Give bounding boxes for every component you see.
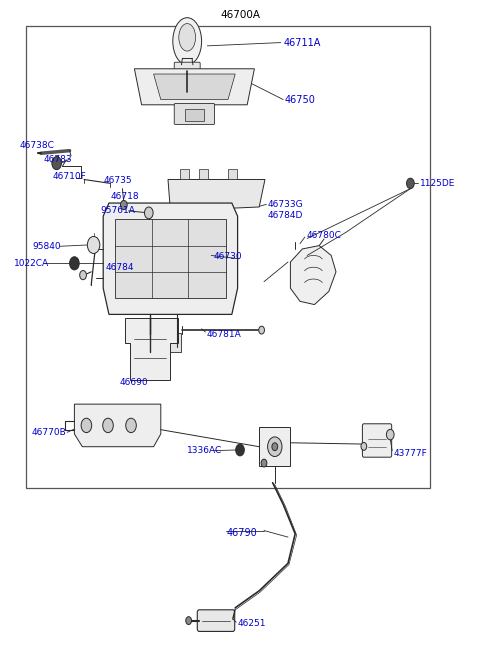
Text: 46690: 46690	[120, 378, 149, 387]
FancyBboxPatch shape	[177, 89, 198, 100]
Text: 46784: 46784	[106, 263, 134, 272]
Text: 46790: 46790	[227, 527, 257, 538]
Circle shape	[70, 257, 79, 270]
Circle shape	[103, 418, 113, 432]
Text: 43777F: 43777F	[394, 449, 427, 458]
Polygon shape	[168, 179, 265, 211]
Circle shape	[126, 418, 136, 432]
Polygon shape	[74, 404, 161, 447]
Circle shape	[386, 430, 394, 440]
Text: 46770B: 46770B	[31, 428, 66, 437]
Polygon shape	[154, 74, 235, 100]
Text: 1022CA: 1022CA	[14, 259, 49, 268]
FancyBboxPatch shape	[174, 103, 215, 124]
Ellipse shape	[173, 18, 202, 65]
Text: 46780C: 46780C	[306, 231, 341, 240]
Text: 95761A: 95761A	[101, 206, 136, 215]
Text: 46710F: 46710F	[53, 172, 86, 181]
Circle shape	[144, 207, 153, 219]
Bar	[185, 109, 204, 121]
Ellipse shape	[179, 24, 196, 51]
Circle shape	[361, 443, 367, 451]
Circle shape	[261, 459, 267, 467]
Circle shape	[236, 444, 244, 456]
Polygon shape	[290, 246, 336, 305]
Circle shape	[268, 437, 282, 457]
Polygon shape	[125, 318, 178, 380]
Text: 46730: 46730	[214, 252, 242, 261]
Circle shape	[272, 443, 278, 451]
Bar	[180, 169, 189, 179]
Polygon shape	[103, 203, 238, 314]
Text: 46251: 46251	[238, 619, 266, 628]
Text: 46784D: 46784D	[268, 211, 303, 220]
Text: 46750: 46750	[284, 94, 315, 105]
FancyBboxPatch shape	[174, 62, 200, 73]
Text: 46718: 46718	[110, 192, 139, 201]
Text: 46733G: 46733G	[268, 200, 303, 209]
Text: 46781A: 46781A	[206, 329, 241, 339]
Circle shape	[259, 326, 264, 334]
Bar	[141, 333, 181, 352]
Text: 1336AC: 1336AC	[187, 446, 222, 455]
Text: 46738C: 46738C	[19, 141, 54, 150]
Text: 1125DE: 1125DE	[420, 179, 456, 188]
Bar	[259, 427, 290, 466]
Text: 95840: 95840	[33, 242, 61, 251]
Text: 46735: 46735	[103, 176, 132, 185]
Text: 46783: 46783	[43, 155, 72, 164]
FancyBboxPatch shape	[362, 424, 392, 457]
Text: 46711A: 46711A	[283, 37, 321, 48]
Bar	[199, 169, 208, 179]
Circle shape	[120, 200, 127, 210]
Bar	[26, 26, 430, 488]
Circle shape	[407, 178, 414, 189]
Circle shape	[186, 617, 192, 625]
Circle shape	[81, 418, 92, 432]
Circle shape	[87, 236, 100, 253]
Bar	[115, 219, 226, 298]
Circle shape	[52, 157, 61, 170]
Polygon shape	[134, 69, 254, 105]
Text: 46700A: 46700A	[220, 10, 260, 20]
Bar	[228, 169, 237, 179]
Circle shape	[80, 271, 86, 280]
FancyBboxPatch shape	[197, 610, 235, 631]
